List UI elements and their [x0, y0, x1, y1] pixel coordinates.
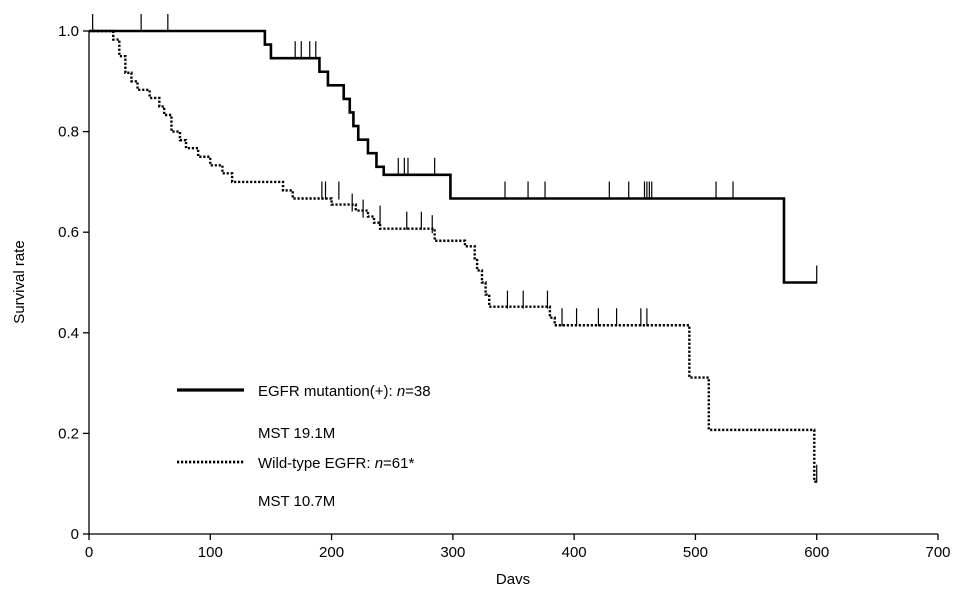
x-axis-label: Davs: [496, 571, 530, 588]
y-tick-label: 1.0: [58, 23, 79, 40]
x-tick-label: 0: [85, 544, 93, 561]
series-layer: [89, 14, 818, 483]
y-tick-label: 0: [71, 526, 79, 543]
legend-mst-egfr-mutation: MST 19.1M: [258, 425, 335, 442]
y-ticks: 0 0.2 0.4 0.6 0.8 1.0: [58, 23, 89, 543]
y-axis-label: Survival rate: [11, 240, 28, 323]
series-line-wild-type: [89, 29, 817, 483]
axes: [88, 31, 938, 535]
y-tick-label: 0.8: [58, 124, 79, 141]
legend-n-label-2: n: [375, 455, 383, 472]
legend-n-value-1: =38: [405, 383, 430, 400]
legend-series-name-2: Wild-type EGFR: [258, 455, 367, 472]
legend: EGFR mutantion(+): n=38 MST 19.1M Wild-t…: [177, 383, 431, 510]
x-tick-label: 300: [440, 544, 465, 561]
x-tick-label: 400: [562, 544, 587, 561]
y-tick-label: 0.6: [58, 224, 79, 241]
legend-series-name-1: EGFR mutantion(+): [258, 383, 388, 400]
legend-n-label-1: n: [397, 383, 405, 400]
x-tick-label: 600: [804, 544, 829, 561]
legend-label-egfr-mutation: EGFR mutantion(+): n=38: [258, 383, 431, 400]
x-ticks: 0 100 200 300 400 500 600 700: [85, 534, 951, 561]
y-tick-label: 0.4: [58, 325, 79, 342]
y-tick-label: 0.2: [58, 425, 79, 442]
x-tick-label: 700: [925, 544, 950, 561]
legend-colon-2: :: [366, 455, 374, 472]
legend-label-wild-type: Wild-type EGFR: n=61*: [258, 455, 414, 472]
legend-mst-wild-type: MST 10.7M: [258, 493, 335, 510]
x-tick-label: 500: [683, 544, 708, 561]
series-line-egfr-mutation: [89, 29, 817, 284]
x-tick-label: 100: [198, 544, 223, 561]
legend-colon-1: :: [388, 383, 396, 400]
legend-n-value-2: =61*: [383, 455, 414, 472]
x-tick-label: 200: [319, 544, 344, 561]
